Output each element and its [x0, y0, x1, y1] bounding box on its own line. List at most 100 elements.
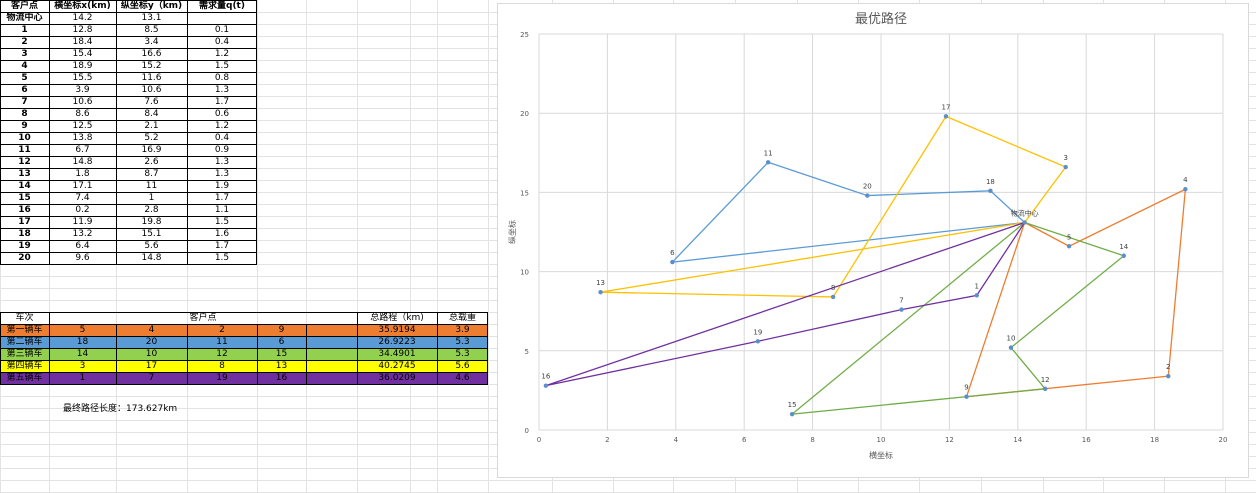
- customer-table-cell[interactable]: 1.7: [214, 241, 230, 251]
- vehicle-load-cell[interactable]: 5.3: [455, 337, 470, 347]
- customer-table-cell[interactable]: 6.4: [75, 241, 90, 251]
- vehicle-customer-cell[interactable]: 19: [216, 373, 228, 383]
- customer-table-cell[interactable]: 15: [18, 193, 31, 203]
- customer-table-cell[interactable]: 0.9: [214, 145, 230, 155]
- customer-table-cell[interactable]: 7: [21, 97, 28, 107]
- customer-table-cell[interactable]: 10.6: [141, 85, 162, 95]
- customer-header-cell[interactable]: 横坐标x(km): [54, 1, 111, 11]
- customer-table-cell[interactable]: 13.8: [72, 133, 93, 143]
- customer-table-cell[interactable]: 8: [21, 109, 28, 119]
- customer-table-cell[interactable]: 1.5: [214, 61, 230, 71]
- customer-table-cell[interactable]: 12: [18, 157, 31, 167]
- customer-table-cell[interactable]: 16.6: [141, 49, 162, 59]
- vehicle-header-cell[interactable]: 车次: [15, 313, 34, 323]
- vehicle-load-cell[interactable]: 3.9: [455, 325, 470, 335]
- customer-table-cell[interactable]: 1: [148, 193, 155, 203]
- customer-table-cell[interactable]: 11.6: [141, 73, 162, 83]
- customer-table-cell[interactable]: 0.8: [214, 73, 230, 83]
- customer-table-cell[interactable]: [187, 12, 257, 24]
- customer-header-cell[interactable]: 客户点: [10, 1, 38, 11]
- distance-header-cell[interactable]: 总路程（km): [370, 313, 424, 323]
- customers-header-cell[interactable]: 客户点: [189, 313, 217, 323]
- customer-table-cell[interactable]: 1.7: [214, 97, 230, 107]
- customer-table-cell[interactable]: 19: [18, 241, 31, 251]
- customer-header-cell[interactable]: 需求量q(t): [199, 1, 245, 11]
- customer-table-cell[interactable]: 2.6: [144, 157, 159, 167]
- customer-table-cell[interactable]: 8.7: [144, 169, 159, 179]
- customer-table-cell[interactable]: 11.9: [72, 217, 93, 227]
- customer-table-cell[interactable]: 0.2: [75, 205, 90, 215]
- vehicle-customer-cell[interactable]: 13: [275, 361, 288, 371]
- vehicle-load-cell[interactable]: 4.6: [455, 373, 470, 383]
- vehicle-customer-cell[interactable]: 8: [219, 361, 225, 371]
- customer-table-cell[interactable]: 9: [21, 121, 28, 131]
- vehicle-customer-cell[interactable]: 18: [76, 337, 89, 347]
- customer-table-cell[interactable]: 3: [21, 49, 28, 59]
- customer-table-cell[interactable]: 11: [18, 145, 31, 155]
- route-chart[interactable]: 0 2 4 6 8 10 12 14 16 18 20 0 5 10 15 20 25 最优路径 横坐标 纵坐标 物流中…: [497, 3, 1249, 478]
- vehicle-distance-cell[interactable]: 36.0209: [378, 373, 416, 383]
- customer-header-cell[interactable]: 纵坐标y（km): [120, 1, 183, 11]
- vehicle-customer-cell[interactable]: 5: [79, 325, 86, 335]
- customer-table-cell[interactable]: 1.5: [214, 217, 230, 227]
- customer-table-cell[interactable]: 1.3: [214, 169, 230, 179]
- vehicle-customer-cell[interactable]: 16: [275, 373, 288, 383]
- customer-table-cell[interactable]: 1.7: [214, 193, 230, 203]
- vehicle-customer-cell[interactable]: 20: [145, 337, 158, 347]
- vehicle-customer-cell[interactable]: 2: [219, 325, 225, 335]
- customer-table-cell[interactable]: 17: [18, 217, 31, 227]
- customer-table-cell[interactable]: 18: [18, 229, 31, 239]
- customer-table-cell[interactable]: 0.4: [214, 37, 230, 47]
- customer-table-cell[interactable]: 3.4: [144, 37, 159, 47]
- customer-table-cell[interactable]: 15.5: [72, 73, 93, 83]
- vehicle-customer-cell[interactable]: 4: [148, 325, 155, 335]
- vehicle-customer-cell[interactable]: 11: [216, 337, 228, 347]
- customer-table-cell[interactable]: 10: [18, 133, 31, 143]
- customer-table-cell[interactable]: 10.6: [72, 97, 93, 107]
- customer-table-cell[interactable]: 1.2: [214, 121, 230, 131]
- customer-table-cell[interactable]: 12.5: [72, 121, 93, 131]
- customer-table-cell[interactable]: 15.1: [141, 229, 162, 239]
- customer-table-cell[interactable]: 8.6: [75, 109, 90, 119]
- vehicle-customer-cell[interactable]: 9: [278, 325, 285, 335]
- vehicle-customer-cell[interactable]: 6: [278, 337, 285, 347]
- vehicle-customer-cell[interactable]: 12: [216, 349, 228, 359]
- customer-table-cell[interactable]: 1.2: [214, 49, 230, 59]
- vehicle-customer-cell[interactable]: 10: [145, 349, 158, 359]
- customer-table-cell[interactable]: 9.6: [75, 253, 90, 263]
- customer-table-cell[interactable]: 0.1: [214, 25, 230, 35]
- customer-table-cell[interactable]: 13.1: [141, 13, 162, 23]
- customer-table-cell[interactable]: 16.9: [141, 145, 162, 155]
- customer-table-cell[interactable]: 0.4: [214, 133, 230, 143]
- vehicle-customer-cell[interactable]: 14: [76, 349, 89, 359]
- vehicle-distance-cell[interactable]: 26.9223: [378, 337, 416, 347]
- customer-table-cell[interactable]: 7.4: [75, 193, 90, 203]
- vehicle-empty-cell[interactable]: [306, 336, 357, 348]
- vehicle-name-cell[interactable]: 第四辆车: [6, 361, 43, 371]
- customer-table-cell[interactable]: 2.1: [144, 121, 159, 131]
- vehicle-customer-cell[interactable]: 15: [275, 349, 288, 359]
- vehicle-name-cell[interactable]: 第二辆车: [6, 337, 43, 347]
- customer-table-cell[interactable]: 1.9: [214, 181, 230, 191]
- customer-table-cell[interactable]: 1.8: [75, 169, 90, 179]
- customer-table-cell[interactable]: 6: [21, 85, 28, 95]
- vehicle-empty-cell[interactable]: [306, 360, 357, 372]
- customer-table-cell[interactable]: 3.9: [75, 85, 90, 95]
- vehicle-load-cell[interactable]: 5.3: [455, 349, 470, 359]
- customer-table-cell[interactable]: 0.6: [214, 109, 230, 119]
- customer-table-cell[interactable]: 15.4: [72, 49, 93, 59]
- customer-table-cell[interactable]: 4: [21, 61, 28, 71]
- vehicle-name-cell[interactable]: 第五辆车: [6, 373, 43, 383]
- customer-table-cell[interactable]: 1.5: [214, 253, 230, 263]
- customer-table-cell[interactable]: 8.5: [144, 25, 159, 35]
- customer-table-cell[interactable]: 8.4: [144, 109, 159, 119]
- total-route-length-note[interactable]: 最终路径长度：173.627km: [63, 404, 178, 414]
- customer-table-cell[interactable]: 17.1: [72, 181, 93, 191]
- customer-table-cell[interactable]: 2.8: [144, 205, 159, 215]
- vehicle-empty-cell[interactable]: [306, 348, 357, 360]
- vehicle-distance-cell[interactable]: 34.4901: [378, 349, 416, 359]
- customer-table-cell[interactable]: 20: [18, 253, 31, 263]
- customer-table-cell[interactable]: 6.7: [75, 145, 90, 155]
- vehicle-customer-cell[interactable]: 1: [79, 373, 86, 383]
- vehicle-distance-cell[interactable]: 40.2745: [378, 361, 416, 371]
